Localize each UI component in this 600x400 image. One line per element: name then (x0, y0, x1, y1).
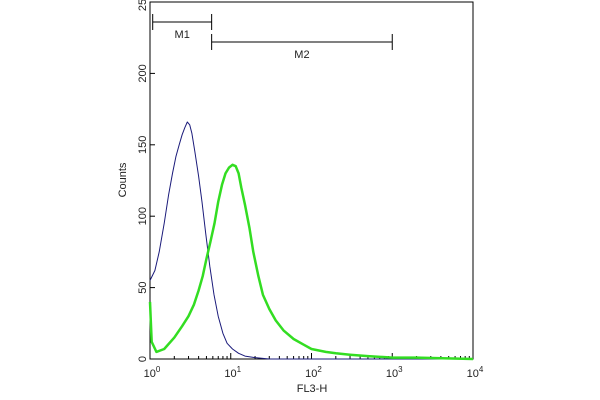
plot-frame (149, 1, 474, 360)
x-tick-label: 102 (305, 365, 322, 380)
x-tick-label: 101 (224, 365, 241, 380)
gate-m2-label: M2 (294, 49, 309, 61)
histogram-series (148, 121, 474, 361)
series-1-line (148, 163, 474, 361)
y-tick-label: 250 (137, 0, 149, 11)
y-tick-label: 150 (137, 136, 149, 154)
y-tick-label: 100 (137, 207, 149, 225)
x-tick-label: 100 (144, 365, 161, 380)
x-axis-title: FL3-H (297, 383, 328, 395)
y-tick-label: 0 (137, 356, 149, 362)
y-tick-label: 50 (137, 281, 149, 293)
y-axis: 0 50 100 150 200 250 (137, 0, 155, 362)
x-tick-label: 103 (386, 365, 403, 380)
x-tick-label: 104 (467, 365, 484, 380)
y-axis-title: Counts (117, 162, 129, 197)
y-tick-label: 200 (137, 64, 149, 82)
x-axis: 100 101 102 103 104 (144, 353, 484, 380)
gate-markers: M1 M2 (152, 13, 393, 61)
series-0-line (149, 121, 473, 360)
gate-m1-label: M1 (175, 29, 190, 41)
